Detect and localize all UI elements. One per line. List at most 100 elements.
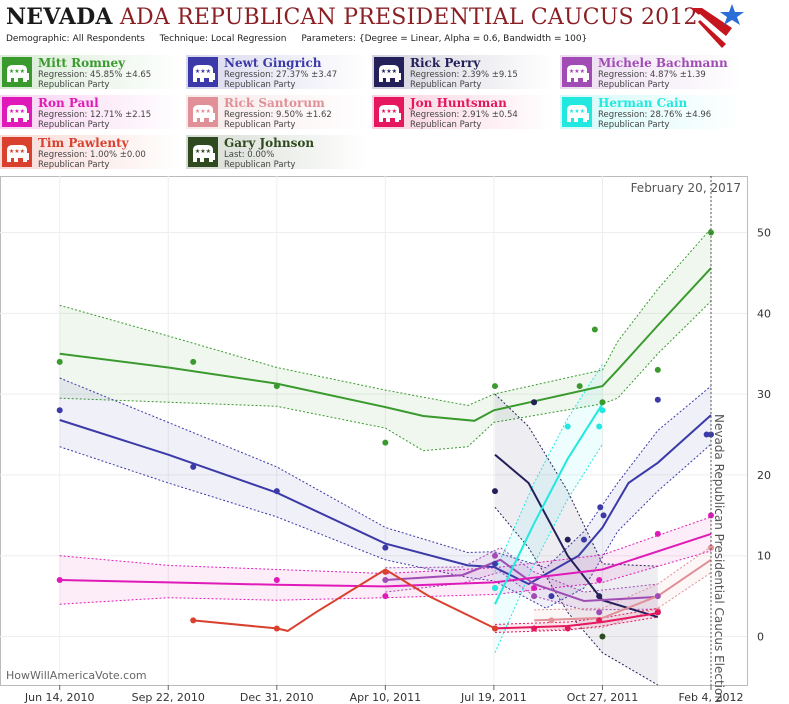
point-mitt-romney: [190, 358, 197, 365]
point-ron-paul: [56, 576, 63, 583]
point-mitt-romney: [599, 399, 606, 406]
elephant-icon: ★★★: [188, 57, 218, 87]
elephant-icon: ★★★: [562, 57, 592, 87]
candidate-party: Republican Party: [38, 160, 110, 170]
candidate-regression: Regression: 12.71% ±2.15: [38, 110, 152, 120]
x-tick-label: Sep 22, 2010: [132, 691, 205, 704]
x-tick-label: Oct 27, 2011: [567, 691, 639, 704]
band-upper-mitt-romney: [59, 228, 712, 407]
candidate-party: Republican Party: [598, 120, 670, 130]
x-tick-label: Apr 10, 2011: [350, 691, 422, 704]
regression-lines: [59, 267, 712, 632]
point-michele-bachmann: [596, 609, 603, 616]
point-newt-gingrich: [190, 463, 197, 470]
fit-line-mitt-romney: [59, 267, 712, 422]
candidate-party: Republican Party: [224, 120, 296, 130]
candidate-card-tim-pawlenty[interactable]: ★★★ Tim Pawlenty Regression: 1.00% ±0.00…: [0, 135, 182, 170]
candidate-regression: Regression: 1.00% ±0.00: [38, 150, 146, 160]
parameters-bar: Demographic: All Respondents Technique: Lo…: [6, 34, 599, 44]
candidate-regression: Regression: 27.37% ±3.47: [224, 70, 338, 80]
point-jon-huntsman: [531, 625, 538, 632]
point-tim-pawlenty: [190, 617, 197, 624]
param-value: Local Regression: [211, 34, 287, 44]
point-gary-johnson: [599, 633, 606, 640]
point-jon-huntsman: [596, 617, 603, 624]
candidate-card-ron-paul[interactable]: ★★★ Ron Paul Regression: 12.71% ±2.15 Re…: [0, 95, 182, 130]
candidate-card-newt-gingrich[interactable]: ★★★ Newt Gingrich Regression: 27.37% ±3.…: [186, 55, 368, 90]
elephant-icon: ★★★: [374, 97, 404, 127]
candidate-name: Gary Johnson: [224, 136, 315, 150]
candidate-name: Rick Santorum: [224, 96, 325, 110]
point-newt-gingrich: [382, 544, 389, 551]
candidate-regression: Regression: 2.39% ±9.15: [410, 70, 518, 80]
candidate-party: Republican Party: [410, 120, 482, 130]
point-ron-paul: [654, 530, 661, 537]
watermark: HowWillAmericaVote.com: [6, 669, 147, 682]
point-tim-pawlenty: [273, 625, 280, 632]
fit-line-herman-cain: [494, 403, 604, 605]
param-key: Parameters:: [301, 34, 356, 44]
candidate-regression: Regression: 4.87% ±1.39: [598, 70, 706, 80]
point-newt-gingrich: [273, 488, 280, 495]
svg-text:★★★: ★★★: [9, 68, 25, 75]
point-rick-perry: [596, 593, 603, 600]
svg-text:★★★: ★★★: [195, 108, 211, 115]
svg-text:★★★: ★★★: [569, 68, 585, 75]
point-jon-huntsman: [654, 609, 661, 616]
point-herman-cain: [564, 423, 571, 430]
elephant-icon: ★★★: [2, 57, 32, 87]
point-tim-pawlenty: [382, 568, 389, 575]
fit-line-rick-perry: [494, 453, 659, 619]
grid: [0, 176, 748, 686]
candidate-card-rick-perry[interactable]: ★★★ Rick Perry Regression: 2.39% ±9.15 R…: [372, 55, 554, 90]
point-michele-bachmann: [654, 593, 661, 600]
point-ron-paul: [596, 576, 603, 583]
candidate-legend: ★★★ Mitt Romney Regression: 45.85% ±4.65…: [0, 55, 789, 175]
point-rick-perry: [564, 536, 571, 543]
elephant-icon: ★★★: [188, 137, 218, 167]
point-rick-perry: [531, 399, 538, 406]
band-lower-herman-cain: [494, 443, 603, 653]
band-lower-mitt-romney: [59, 300, 712, 452]
elephant-icon: ★★★: [188, 97, 218, 127]
point-mitt-romney: [591, 326, 598, 333]
point-rick-santorum: [708, 544, 714, 551]
band-upper-rick-santorum: [534, 546, 712, 611]
y-tick-label: 20: [757, 469, 771, 482]
title-state: NEVADA: [6, 4, 113, 30]
chart-date: February 20, 2017: [631, 181, 741, 195]
candidate-card-herman-cain[interactable]: ★★★ Herman Cain Regression: 28.76% ±4.96…: [560, 95, 742, 130]
point-newt-gingrich: [654, 396, 661, 403]
point-newt-gingrich: [708, 431, 714, 438]
candidate-party: Republican Party: [38, 80, 110, 90]
candidate-card-gary-johnson[interactable]: ★★★ Gary Johnson Last: 0.00% Republican …: [186, 135, 368, 170]
point-newt-gingrich: [548, 593, 555, 600]
candidate-card-jon-huntsman[interactable]: ★★★ Jon Huntsman Regression: 2.91% ±0.54…: [372, 95, 554, 130]
point-mitt-romney: [382, 439, 389, 446]
point-ron-paul: [273, 576, 280, 583]
x-tick-label: Jul 19, 2011: [460, 691, 527, 704]
fit-line-newt-gingrich: [59, 414, 712, 586]
y-tick-label: 10: [757, 550, 771, 563]
point-michele-bachmann: [531, 593, 538, 600]
point-tim-pawlenty: [491, 625, 498, 632]
point-ron-paul: [382, 593, 389, 600]
param-value: All Respondents: [72, 34, 145, 44]
candidate-card-rick-santorum[interactable]: ★★★ Rick Santorum Regression: 9.50% ±1.6…: [186, 95, 368, 130]
point-mitt-romney: [491, 383, 498, 390]
candidate-regression: Last: 0.00%: [224, 150, 275, 160]
y-tick-label: 50: [757, 227, 771, 240]
candidate-card-mitt-romney[interactable]: ★★★ Mitt Romney Regression: 45.85% ±4.65…: [0, 55, 182, 90]
fit-line-michele-bachmann: [385, 558, 658, 603]
fit-line-rick-santorum: [534, 558, 712, 622]
poll-chart: 0 10 20 30 40 50 Jun 14, 2010 Sep 22, 2010 Dec 3…: [0, 176, 771, 704]
band-upper-rick-perry: [494, 393, 658, 567]
candidate-party: Republican Party: [224, 80, 296, 90]
band-lower-jon-huntsman: [494, 616, 658, 633]
poll-points: [56, 229, 714, 640]
band-mitt-romney: [59, 228, 711, 451]
svg-text:★★★: ★★★: [381, 108, 397, 115]
candidate-name: Herman Cain: [598, 96, 688, 110]
point-newt-gingrich: [491, 560, 498, 567]
candidate-card-michele-bachmann[interactable]: ★★★ Michele Bachmann Regression: 4.87% ±…: [560, 55, 742, 90]
